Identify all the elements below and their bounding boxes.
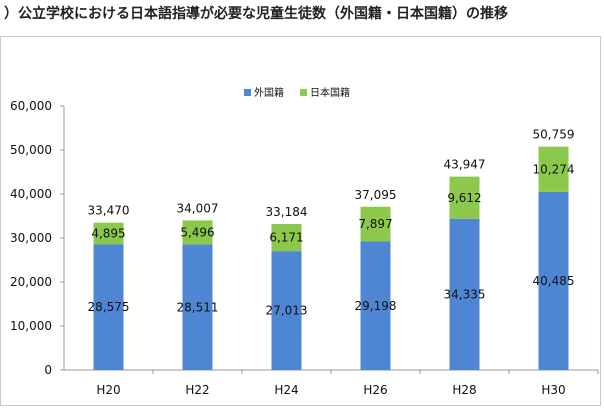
x-tick-label: H20 — [96, 383, 120, 397]
data-label-japanese: 5,496 — [180, 225, 214, 239]
bar-foreign-H22 — [182, 244, 213, 370]
data-label-japanese: 7,897 — [358, 217, 392, 231]
data-label-total: 50,759 — [533, 128, 575, 142]
y-tick-label: 30,000 — [10, 231, 52, 245]
legend-swatch-foreign — [244, 89, 251, 96]
x-tick-label: H30 — [541, 383, 565, 397]
bar-japanese-H30 — [538, 146, 569, 192]
y-tick-label: 40,000 — [10, 187, 52, 201]
bar-japanese-H28 — [449, 176, 480, 219]
y-tick-label: 50,000 — [10, 143, 52, 157]
y-tick-label: 20,000 — [10, 275, 52, 289]
legend-label-japanese: 日本国籍 — [310, 86, 350, 99]
data-label-total: 33,184 — [266, 205, 308, 219]
y-tick-label: 10,000 — [10, 319, 52, 333]
data-label-japanese: 6,171 — [269, 231, 303, 245]
page-title: ）公立学校における日本語指導が必要な児童生徒数（外国籍・日本国籍）の推移 — [4, 6, 508, 22]
bar-japanese-H20 — [93, 222, 124, 245]
legend: 外国籍 日本国籍 — [244, 86, 350, 99]
data-label-total: 34,007 — [177, 201, 219, 215]
y-tick-label: 0 — [44, 363, 52, 377]
bars — [93, 146, 569, 370]
data-label-foreign: 28,511 — [177, 300, 219, 314]
bar-foreign-H28 — [449, 218, 480, 370]
bar-foreign-H20 — [93, 244, 124, 370]
x-tick-label: H26 — [363, 383, 387, 397]
data-label-japanese: 9,612 — [447, 191, 481, 205]
bar-japanese-H26 — [360, 206, 391, 242]
x-axis: H20 H22 H24 H26 H28 H30 — [64, 369, 599, 397]
data-label-total: 43,947 — [444, 158, 486, 172]
data-label-foreign: 27,013 — [266, 304, 308, 318]
bar-foreign-H26 — [360, 241, 391, 370]
x-tick-label: H24 — [274, 383, 298, 397]
data-label-foreign: 40,485 — [533, 274, 575, 288]
x-tick-label: H22 — [185, 383, 209, 397]
data-label-foreign: 34,335 — [444, 287, 486, 301]
data-label-foreign: 28,575 — [88, 300, 130, 314]
legend-label-foreign: 外国籍 — [254, 86, 284, 99]
data-label-japanese: 4,895 — [91, 227, 125, 241]
data-label-total: 37,095 — [355, 188, 397, 202]
legend-swatch-japanese — [300, 89, 307, 96]
data-label-japanese: 10,274 — [533, 162, 575, 176]
x-tick-label: H28 — [452, 383, 476, 397]
data-labels: 28,575 4,895 33,470 28,511 5,496 34,007 27,013… — [88, 128, 575, 318]
bar-foreign-H30 — [538, 191, 569, 370]
y-axis: 0 10,000 20,000 30,000 40,000 50,000 60,000 — [10, 99, 65, 377]
bar-japanese-H22 — [182, 220, 213, 245]
chart-frame — [0, 36, 601, 406]
bar-japanese-H24 — [271, 223, 302, 252]
data-label-foreign: 29,198 — [355, 299, 397, 313]
bar-foreign-H24 — [271, 251, 302, 370]
y-tick-label: 60,000 — [10, 99, 52, 113]
data-label-total: 33,470 — [88, 204, 130, 218]
